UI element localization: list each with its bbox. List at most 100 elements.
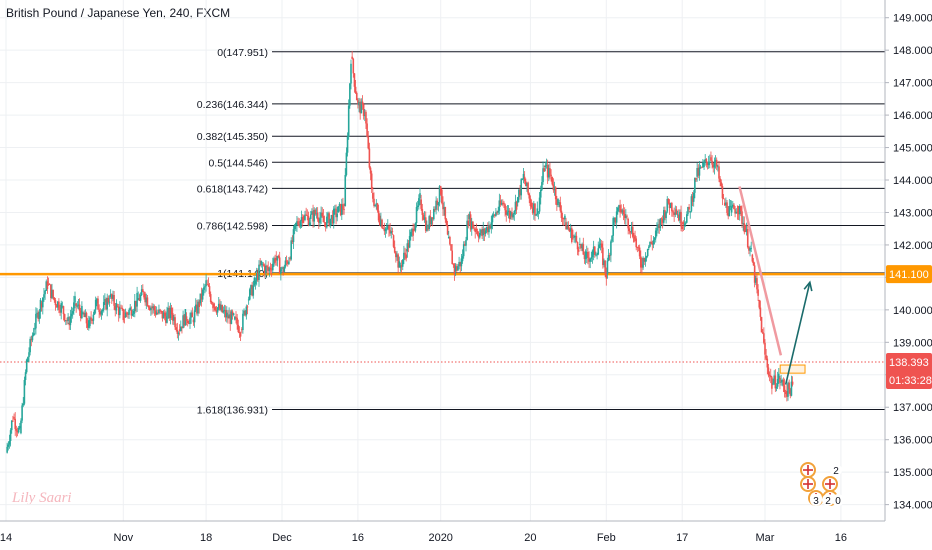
candle-body[interactable]	[684, 222, 687, 224]
candle-body[interactable]	[483, 228, 486, 234]
candle-body[interactable]	[468, 214, 471, 219]
candle-body[interactable]	[388, 226, 390, 230]
candle-body[interactable]	[281, 267, 283, 270]
candle-body[interactable]	[373, 198, 375, 206]
candle-body[interactable]	[574, 235, 577, 238]
candle-body[interactable]	[175, 327, 177, 330]
candle-body[interactable]	[214, 306, 217, 311]
candle-body[interactable]	[319, 217, 321, 223]
candle-body[interactable]	[81, 305, 83, 319]
candle-body[interactable]	[696, 168, 698, 177]
candle-body[interactable]	[106, 297, 108, 310]
candle-body[interactable]	[591, 250, 594, 258]
candle-body[interactable]	[390, 231, 393, 234]
candle-body[interactable]	[307, 216, 310, 226]
candle-body[interactable]	[611, 235, 613, 242]
candle-body[interactable]	[227, 316, 229, 319]
candle-body[interactable]	[686, 214, 688, 223]
candle-body[interactable]	[234, 316, 236, 320]
candle-body[interactable]	[781, 380, 784, 382]
candle-body[interactable]	[426, 224, 428, 231]
candle-body[interactable]	[268, 267, 271, 271]
candle-body[interactable]	[427, 228, 429, 230]
candle-body[interactable]	[401, 259, 404, 267]
candle-body[interactable]	[173, 317, 175, 321]
candle-body[interactable]	[458, 261, 460, 267]
candle-body[interactable]	[580, 243, 582, 249]
candle-body[interactable]	[231, 311, 234, 315]
candle-body[interactable]	[765, 355, 767, 359]
candle-body[interactable]	[558, 202, 560, 204]
candle-body[interactable]	[571, 228, 573, 243]
candle-body[interactable]	[277, 255, 280, 258]
candle-body[interactable]	[235, 316, 237, 318]
candle-body[interactable]	[332, 208, 335, 224]
candle-body[interactable]	[383, 228, 386, 232]
candle-body[interactable]	[631, 226, 634, 237]
candle-body[interactable]	[236, 317, 238, 325]
candle-body[interactable]	[775, 386, 778, 389]
candle-body[interactable]	[554, 187, 557, 200]
candle-body[interactable]	[387, 226, 389, 229]
candle-body[interactable]	[610, 241, 612, 256]
candle-body[interactable]	[362, 104, 365, 116]
candle-body[interactable]	[782, 380, 785, 386]
candle-body[interactable]	[780, 381, 782, 383]
candle-body[interactable]	[105, 299, 107, 310]
candle-body[interactable]	[382, 227, 384, 229]
candle-body[interactable]	[595, 254, 597, 256]
candle-body[interactable]	[510, 212, 512, 216]
candle-body[interactable]	[245, 306, 248, 316]
candle-body[interactable]	[369, 167, 372, 174]
candle-body[interactable]	[663, 210, 665, 223]
candle-body[interactable]	[720, 182, 723, 187]
candle-body[interactable]	[267, 267, 269, 271]
candle-body[interactable]	[534, 203, 536, 216]
candle-body[interactable]	[567, 225, 570, 229]
candle-body[interactable]	[680, 211, 682, 227]
candle-body[interactable]	[393, 246, 396, 253]
candle-body[interactable]	[22, 403, 25, 406]
drawings[interactable]	[738, 186, 813, 385]
candle-body[interactable]	[423, 217, 426, 220]
candle-body[interactable]	[682, 222, 685, 225]
candle-body[interactable]	[479, 232, 481, 238]
candle-body[interactable]	[75, 303, 77, 306]
candle-body[interactable]	[178, 329, 181, 331]
candle-body[interactable]	[467, 220, 470, 226]
candle-body[interactable]	[469, 214, 472, 230]
candle-body[interactable]	[607, 255, 610, 261]
candle-body[interactable]	[316, 212, 319, 220]
candle-body[interactable]	[783, 385, 786, 393]
candle-body[interactable]	[772, 383, 774, 385]
candle-body[interactable]	[485, 227, 488, 231]
candle-body[interactable]	[743, 223, 746, 233]
candle-body[interactable]	[512, 214, 514, 218]
candle-body[interactable]	[115, 303, 118, 311]
candle-body[interactable]	[99, 312, 102, 315]
candle-body[interactable]	[645, 255, 648, 259]
candle-body[interactable]	[189, 317, 191, 324]
candle-body[interactable]	[85, 312, 88, 324]
candle-body[interactable]	[416, 205, 419, 208]
candle-body[interactable]	[111, 294, 113, 299]
candle-body[interactable]	[42, 297, 44, 308]
candle-body[interactable]	[495, 212, 497, 216]
candle-body[interactable]	[560, 210, 563, 219]
candle-body[interactable]	[381, 219, 383, 228]
event-badge-icon[interactable]	[832, 494, 844, 506]
candle-body[interactable]	[499, 200, 502, 205]
candle-body[interactable]	[74, 296, 76, 303]
candle-body[interactable]	[668, 202, 671, 209]
candle-body[interactable]	[15, 428, 18, 431]
candle-body[interactable]	[217, 303, 220, 308]
candle-body[interactable]	[526, 182, 528, 187]
target-box[interactable]	[779, 364, 806, 374]
candle-body[interactable]	[308, 222, 311, 226]
candle-body[interactable]	[697, 168, 700, 176]
candle-body[interactable]	[259, 264, 261, 266]
candle-body[interactable]	[492, 214, 495, 216]
candle-body[interactable]	[511, 212, 513, 218]
candle-body[interactable]	[349, 83, 351, 106]
candle-body[interactable]	[186, 320, 189, 323]
